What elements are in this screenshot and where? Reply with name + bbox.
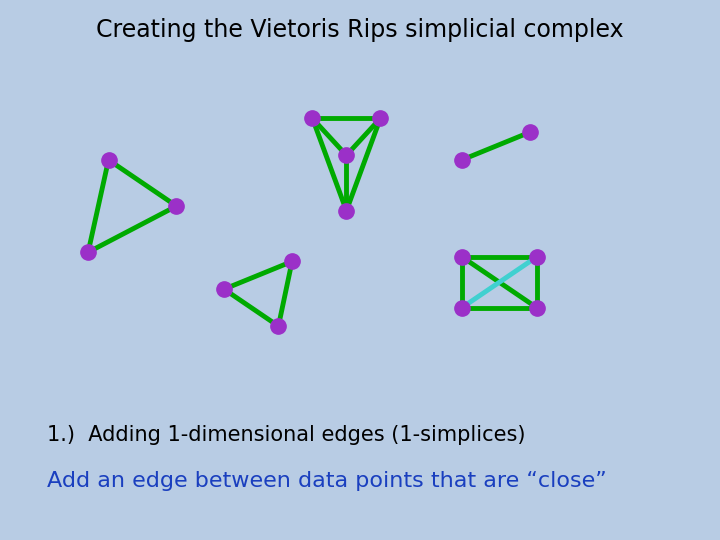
Text: Add an edge between data points that are “close”: Add an edge between data points that are… <box>48 471 607 491</box>
Text: 1.)  Adding 1-dimensional edges (1-simplices): 1.) Adding 1-dimensional edges (1-simpli… <box>48 424 526 444</box>
Text: Creating the Vietoris Rips simplicial complex: Creating the Vietoris Rips simplicial co… <box>96 18 624 42</box>
